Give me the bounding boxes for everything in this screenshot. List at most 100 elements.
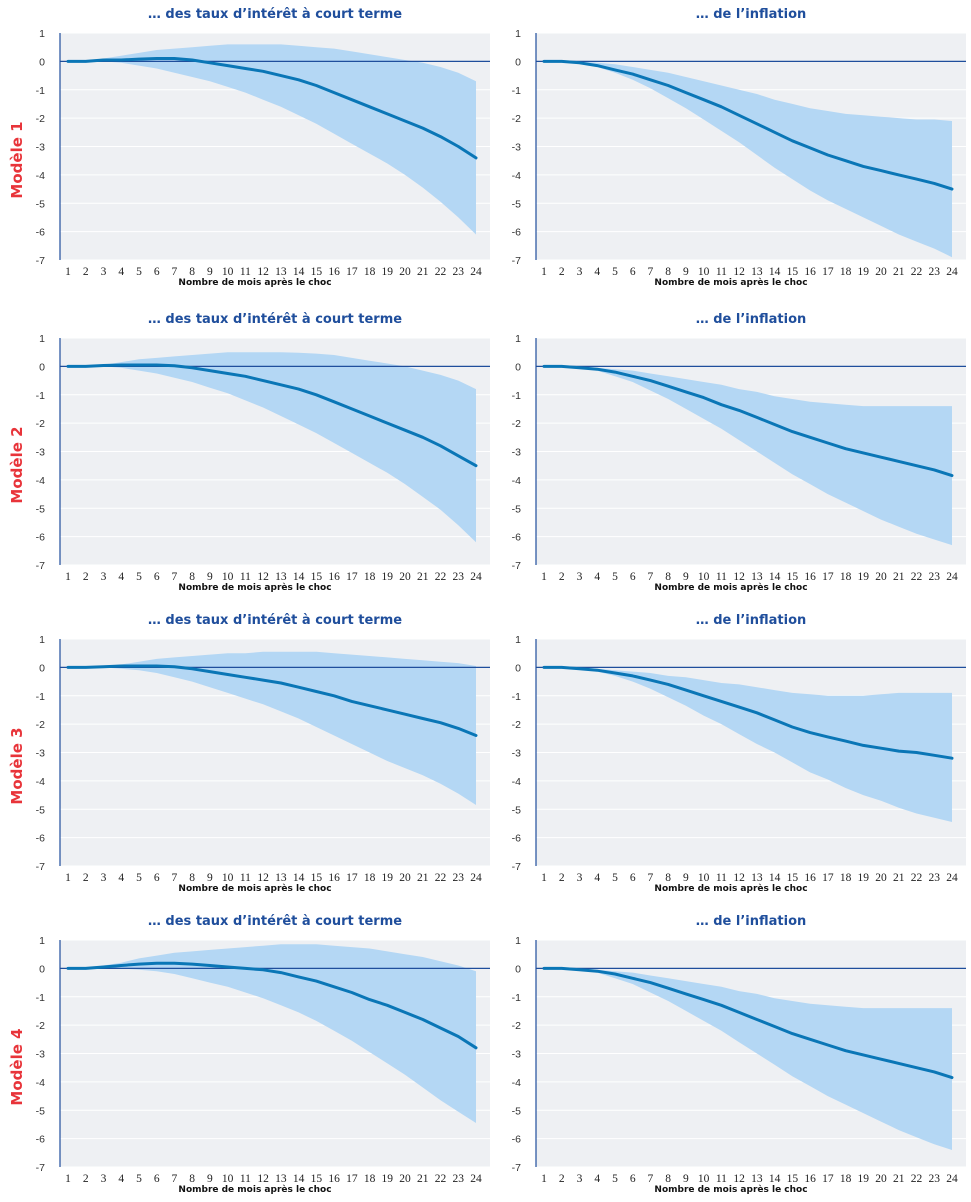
x-tick-label: 17 bbox=[346, 571, 358, 583]
y-tick-label: -7 bbox=[512, 861, 521, 873]
x-tick-label: 12 bbox=[257, 872, 269, 884]
x-tick-label: 9 bbox=[207, 872, 213, 884]
x-tick-label: 18 bbox=[840, 571, 852, 583]
y-tick-label: 0 bbox=[39, 963, 45, 975]
x-tick-label: 5 bbox=[612, 266, 618, 278]
impulse-response-line bbox=[66, 57, 478, 160]
x-tick-label: 3 bbox=[577, 266, 583, 278]
x-tick-label: 9 bbox=[683, 1173, 689, 1185]
y-tick-label: -3 bbox=[512, 1049, 521, 1061]
x-tick-label: 21 bbox=[417, 266, 429, 278]
x-tick-label: 24 bbox=[946, 872, 958, 884]
y-tick-label: -6 bbox=[512, 227, 521, 239]
y-tick-label: -4 bbox=[36, 475, 45, 487]
x-tick-label: 10 bbox=[222, 1173, 234, 1185]
x-tick-label: 18 bbox=[364, 571, 376, 583]
impulse-response-line bbox=[66, 961, 478, 1050]
y-tick-label: -3 bbox=[512, 142, 521, 154]
x-tick-label: 16 bbox=[804, 266, 816, 278]
y-tick-label: -2 bbox=[36, 113, 45, 125]
x-tick-label: 22 bbox=[911, 1173, 923, 1185]
x-tick-label: 5 bbox=[136, 1173, 142, 1185]
x-tick-label: 6 bbox=[630, 571, 636, 583]
x-tick-label: 5 bbox=[136, 872, 142, 884]
x-tick-label: 16 bbox=[328, 872, 340, 884]
x-tick-label: 7 bbox=[648, 1173, 654, 1185]
x-axis-label: Nombre de mois après le choc bbox=[654, 582, 807, 593]
confidence-band bbox=[544, 61, 952, 258]
y-tick-label: -5 bbox=[36, 804, 45, 816]
y-tick-label: -4 bbox=[512, 776, 521, 788]
x-tick-label: 8 bbox=[189, 571, 195, 583]
x-tick-label: 1 bbox=[541, 872, 547, 884]
x-tick-label: 2 bbox=[559, 571, 565, 583]
x-tick-label: 22 bbox=[911, 571, 923, 583]
x-tick-label: 8 bbox=[665, 1173, 671, 1185]
x-tick-label: 11 bbox=[716, 1173, 727, 1185]
y-tick-label: -7 bbox=[36, 861, 45, 873]
panel-title: … de l’inflation bbox=[696, 914, 807, 929]
x-tick-label: 18 bbox=[364, 1173, 376, 1185]
x-tick-label: 23 bbox=[453, 266, 465, 278]
x-tick-label: 12 bbox=[257, 1173, 269, 1185]
y-tick-label: -1 bbox=[36, 390, 45, 402]
x-tick-label: 5 bbox=[136, 266, 142, 278]
x-tick-label: 1 bbox=[541, 266, 547, 278]
confidence-band bbox=[544, 366, 952, 546]
y-tick-label: -3 bbox=[36, 1049, 45, 1061]
x-tick-label: 16 bbox=[328, 571, 340, 583]
x-axis-label: Nombre de mois après le choc bbox=[654, 1184, 807, 1195]
x-tick-label: 23 bbox=[929, 872, 941, 884]
x-tick-label: 24 bbox=[946, 266, 958, 278]
y-tick-label: -7 bbox=[512, 560, 521, 572]
x-tick-label: 19 bbox=[858, 872, 870, 884]
model-label: Modèle 4 bbox=[8, 1028, 26, 1105]
x-tick-label: 6 bbox=[630, 266, 636, 278]
x-tick-label: 19 bbox=[382, 266, 394, 278]
x-tick-label: 14 bbox=[293, 872, 305, 884]
x-tick-label: 10 bbox=[222, 266, 234, 278]
x-tick-label: 8 bbox=[665, 266, 671, 278]
x-tick-label: 24 bbox=[470, 872, 482, 884]
x-tick-label: 1 bbox=[65, 872, 71, 884]
y-tick-label: -4 bbox=[512, 170, 521, 182]
x-tick-label: 11 bbox=[716, 872, 727, 884]
chart-panel-7: … des taux d’intérêt à court terme10-1-2… bbox=[36, 914, 490, 1195]
impulse-response-line bbox=[542, 966, 954, 1080]
x-tick-label: 18 bbox=[364, 266, 376, 278]
x-tick-label: 1 bbox=[65, 266, 71, 278]
y-tick-label: -5 bbox=[512, 198, 521, 210]
x-tick-label: 9 bbox=[207, 1173, 213, 1185]
x-tick-label: 19 bbox=[858, 571, 870, 583]
x-tick-label: 5 bbox=[612, 571, 618, 583]
x-tick-label: 1 bbox=[65, 571, 71, 583]
x-tick-label: 18 bbox=[364, 872, 376, 884]
x-tick-label: 20 bbox=[875, 266, 887, 278]
x-tick-label: 3 bbox=[101, 1173, 107, 1185]
confidence-band bbox=[68, 44, 476, 235]
x-tick-label: 11 bbox=[716, 571, 727, 583]
y-tick-label: 1 bbox=[515, 28, 521, 40]
x-tick-label: 3 bbox=[101, 571, 107, 583]
x-tick-label: 22 bbox=[911, 266, 923, 278]
x-tick-label: 18 bbox=[840, 1173, 852, 1185]
x-tick-label: 12 bbox=[733, 872, 745, 884]
confidence-band bbox=[68, 352, 476, 543]
x-tick-label: 16 bbox=[328, 1173, 340, 1185]
y-tick-label: 0 bbox=[39, 662, 45, 674]
y-tick-label: -3 bbox=[36, 748, 45, 760]
x-tick-label: 13 bbox=[275, 571, 287, 583]
x-tick-label: 7 bbox=[172, 1173, 178, 1185]
x-tick-label: 11 bbox=[240, 1173, 251, 1185]
y-tick-label: -6 bbox=[512, 833, 521, 845]
y-tick-label: 1 bbox=[39, 28, 45, 40]
panel-title: … des taux d’intérêt à court terme bbox=[148, 7, 402, 22]
x-tick-label: 15 bbox=[311, 872, 323, 884]
x-tick-label: 10 bbox=[698, 571, 710, 583]
x-tick-label: 20 bbox=[875, 1173, 887, 1185]
y-tick-label: -7 bbox=[512, 1162, 521, 1174]
x-tick-label: 6 bbox=[630, 872, 636, 884]
x-tick-label: 13 bbox=[751, 571, 763, 583]
